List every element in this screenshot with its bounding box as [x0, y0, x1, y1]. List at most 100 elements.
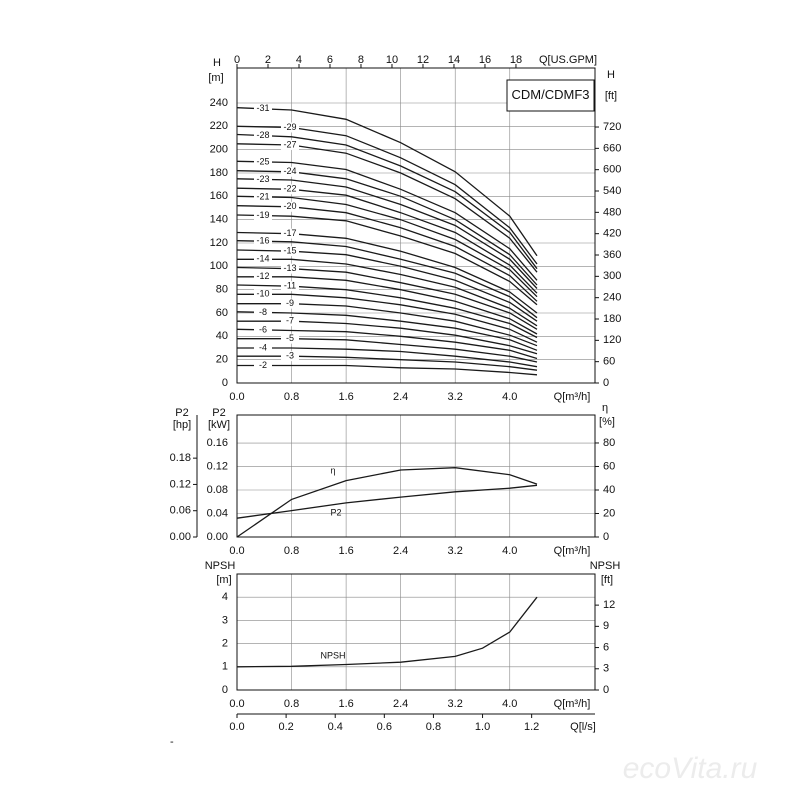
y-axis-label: H — [213, 57, 221, 69]
curve-label: -28 — [256, 130, 269, 140]
plot-area — [237, 574, 595, 690]
curve-label: -10 — [256, 289, 269, 299]
y2-tick-label: 60 — [603, 356, 615, 368]
y2-axis-label: NPSH — [590, 560, 621, 572]
x2-axis-label: Q[US.GPM] — [539, 54, 597, 66]
y2-tick-label: 600 — [603, 164, 621, 176]
label-bg — [281, 166, 299, 177]
label-bg — [254, 103, 272, 114]
y-tick-label: 180 — [210, 167, 228, 179]
label-bg — [254, 236, 272, 247]
x2-tick-label: 0.6 — [377, 721, 392, 733]
x2-tick-label: 2 — [265, 54, 271, 66]
curve-label: -4 — [259, 342, 267, 352]
panel: 0.0 0.8 1.6 2.4 3.2 4.0 Q[m³/h]020406080100120… — [208, 54, 621, 403]
panel: 0.0 0.8 1.6 2.4 3.2 4.0 Q[m³/h] 0.00 0.04 0.08 0.1… — [170, 402, 616, 557]
y-tick-label: 1 — [222, 661, 228, 673]
curve — [236, 107, 538, 257]
x2-tick-label: 8 — [358, 54, 364, 66]
curve — [237, 276, 538, 335]
curve-label: P2 — [330, 507, 341, 517]
y-axis-label: P2 — [212, 407, 225, 419]
curve-label: -12 — [256, 271, 269, 281]
y2-tick-label: 9 — [603, 620, 609, 632]
curve — [237, 347, 538, 368]
plot-frame — [236, 67, 596, 384]
curve-label: -21 — [256, 191, 269, 201]
x2-tick-label: 0.4 — [328, 721, 343, 733]
y-axis-unit: [kW] — [208, 419, 230, 431]
y2-tick-label: 360 — [603, 249, 621, 261]
curve-label: -15 — [283, 246, 296, 256]
curve — [236, 160, 538, 281]
x2-tick-label: 14 — [448, 54, 460, 66]
y3-axis-unit: [hp] — [173, 419, 191, 431]
y2-tick-label: 6 — [603, 641, 609, 653]
x-tick-label: 1.6 — [338, 391, 353, 403]
y2-tick-label: 720 — [603, 121, 621, 133]
y-tick-label: 0.08 — [207, 484, 228, 496]
label-bg — [254, 271, 272, 282]
label-bg — [254, 324, 272, 335]
x2-tick-label: 0 — [234, 54, 240, 66]
x-tick-label: 1.6 — [338, 698, 353, 710]
curve-label: -2 — [259, 360, 267, 370]
y3-tick-label: 0.12 — [170, 478, 191, 490]
label-bg — [281, 246, 299, 257]
y-tick-label: 240 — [210, 97, 228, 109]
label-bg — [254, 343, 272, 353]
y-tick-label: 2 — [222, 638, 228, 650]
curve-label: -14 — [256, 254, 269, 264]
x-tick-label: 4.0 — [502, 391, 517, 403]
y-tick-label: 0.12 — [207, 460, 228, 472]
y-axis-label: NPSH — [205, 560, 236, 572]
curve-label: -29 — [283, 122, 296, 132]
curve — [236, 240, 538, 319]
curve — [236, 484, 538, 519]
y2-tick-label: 660 — [603, 142, 621, 154]
label-bg — [281, 298, 299, 309]
plot-frame — [236, 573, 596, 691]
y2-tick-label: 420 — [603, 228, 621, 240]
curve-label: -31 — [256, 103, 269, 113]
label-bg — [254, 307, 272, 318]
x2-tick-label: 16 — [479, 54, 491, 66]
y-tick-label: 100 — [210, 260, 228, 272]
x2-tick-label: 4 — [296, 54, 302, 66]
y2-tick-label: 3 — [603, 663, 609, 675]
y2-axis-label: H — [607, 69, 615, 81]
curve — [236, 133, 538, 270]
chart-title: CDM/CDMF3 — [512, 87, 590, 102]
label-bg — [281, 333, 299, 344]
y2-tick-label: 120 — [603, 334, 621, 346]
y-tick-label: 0.04 — [207, 507, 228, 519]
label-bg — [281, 201, 299, 212]
y2-tick-label: 180 — [603, 313, 621, 325]
label-bg — [281, 228, 299, 239]
y-tick-label: 0 — [222, 377, 228, 389]
label-bg — [254, 210, 272, 221]
x-axis-label: Q[m³/h] — [554, 391, 591, 403]
curve-label: -8 — [259, 307, 267, 317]
y-tick-label: 40 — [216, 330, 228, 342]
curve — [236, 311, 538, 351]
y-tick-label: 120 — [210, 237, 228, 249]
x-tick-label: 3.2 — [448, 391, 463, 403]
y-axis-unit: [m] — [208, 72, 223, 84]
plot-frame — [236, 414, 596, 538]
y2-tick-label: 0 — [603, 377, 609, 389]
label-bg — [254, 156, 272, 167]
y3-tick-label: 0.06 — [170, 505, 191, 517]
x-tick-label: 3.2 — [448, 698, 463, 710]
curve-label: -16 — [256, 236, 269, 246]
curve-label: η — [330, 465, 335, 475]
x-tick-label: 2.4 — [393, 698, 408, 710]
x-axis-label: Q[m³/h] — [554, 545, 591, 557]
curve-label: -13 — [283, 263, 296, 273]
y3-tick-label: 0.18 — [170, 452, 191, 464]
label-bg — [281, 139, 299, 150]
x-axis-label: Q[m³/h] — [554, 698, 591, 710]
label-bg — [254, 130, 272, 141]
plot-area — [237, 415, 595, 537]
